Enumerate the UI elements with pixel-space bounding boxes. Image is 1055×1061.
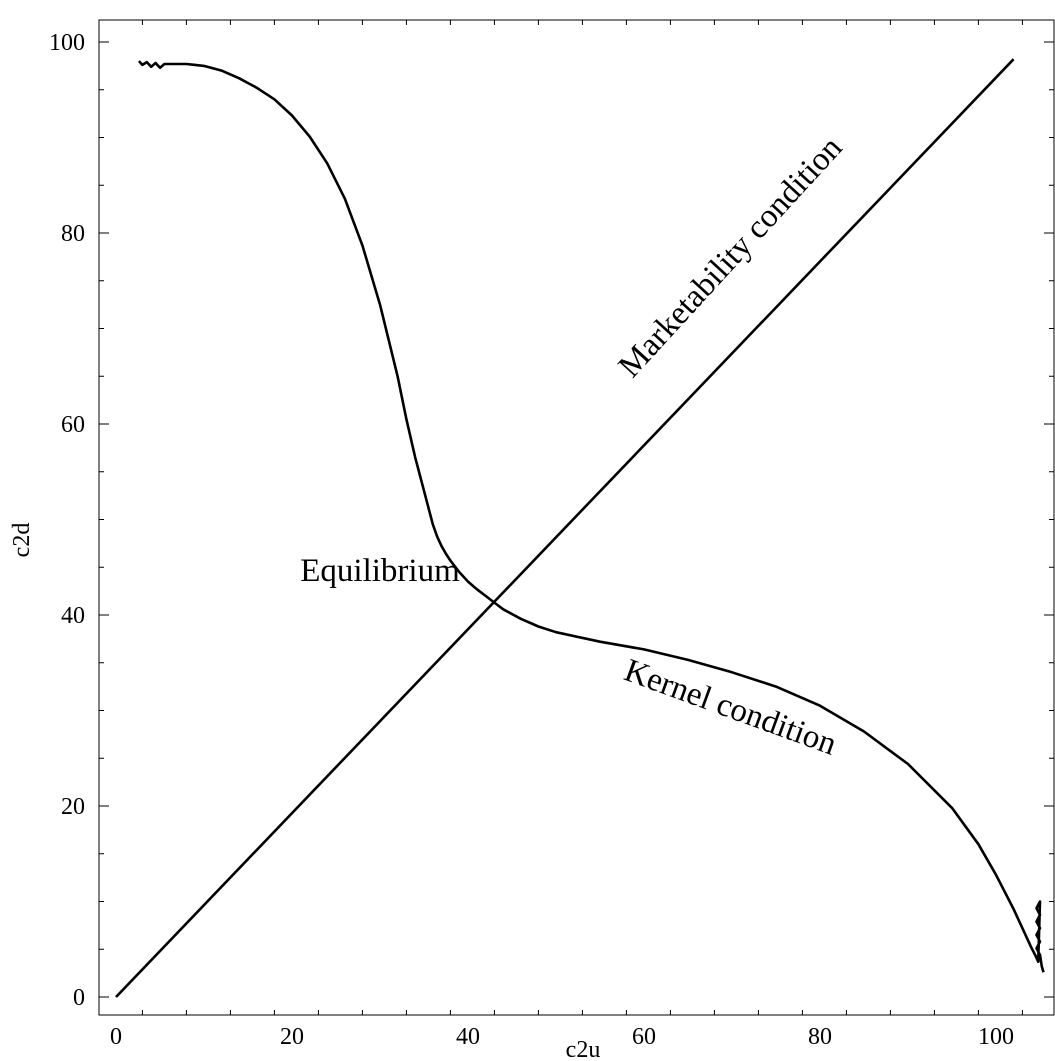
ticks-layer: 0 20 40 60 80 100 0 20 40 60 80 100 (49, 20, 1054, 1050)
annotation-equilibrium: Equilibrium (300, 553, 460, 589)
x-tick-label-60: 60 (632, 1024, 656, 1050)
y-tick-label-80: 80 (61, 221, 85, 247)
y-tick-label-0: 0 (73, 985, 85, 1011)
plot-frame (98, 19, 1055, 1016)
annotation-marketability: Marketability condition (612, 130, 850, 385)
marketability-condition-line (115, 58, 1015, 998)
x-axis-label: c2u (566, 1037, 601, 1061)
x-tick-label-40: 40 (456, 1024, 480, 1050)
x-tick-label-80: 80 (808, 1024, 832, 1050)
y-axis-label: c2d (9, 523, 35, 558)
y-tick-label-100: 100 (49, 30, 85, 56)
annotation-kernel: Kernel condition (620, 653, 842, 763)
y-tick-label-40: 40 (61, 603, 85, 629)
x-tick-label-0: 0 (110, 1024, 122, 1050)
x-tick-label-100: 100 (978, 1024, 1014, 1050)
y-tick-label-60: 60 (61, 412, 85, 438)
y-tick-label-20: 20 (61, 794, 85, 820)
curves-layer (115, 58, 1045, 998)
x-tick-label-20: 20 (280, 1024, 304, 1050)
kernel-condition-curve (137, 60, 1045, 973)
